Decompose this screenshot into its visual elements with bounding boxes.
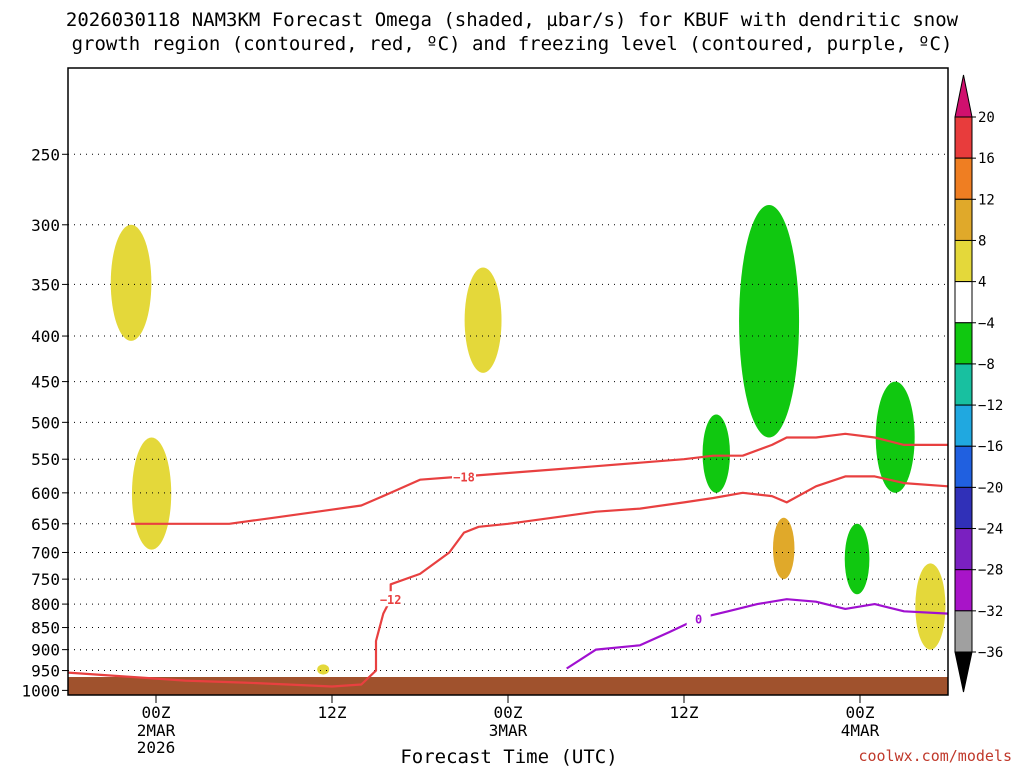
colorbar-label-5: 4: [978, 275, 986, 291]
x-tick-label-2: 12Z: [318, 703, 347, 722]
y-tick-label-250: 250: [31, 145, 60, 164]
colorbar-swatch-13: [954, 610, 973, 653]
contour-line-2: [67, 475, 949, 688]
y-tick-label-850: 850: [31, 619, 60, 638]
x-tick-label-4: 12Z: [670, 703, 699, 722]
y-tick-label-450: 450: [31, 373, 60, 392]
omega-region-6: [702, 414, 730, 493]
contour-label-3: 0: [695, 612, 702, 626]
colorbar-label-8: −12: [978, 398, 1003, 414]
omega-region-5: [739, 204, 800, 438]
colorbar-label-2: 16: [978, 151, 995, 167]
x-tick-label-3: 00Z: [494, 703, 523, 722]
contour-label-bg-1: [452, 468, 476, 484]
colorbar-label-10: −20: [978, 480, 1003, 496]
x-tick-label-1: 00Z: [142, 703, 171, 722]
chart-title-line2: growth region (contoured, red, ºC) and f…: [72, 33, 953, 55]
colorbar-label-3: 12: [978, 192, 995, 208]
omega-region-8: [875, 381, 915, 493]
chart-title-line1: 2026030118 NAM3KM Forecast Omega (shaded…: [66, 9, 959, 31]
y-tick-label-500: 500: [31, 413, 60, 432]
y-tick-label-750: 750: [31, 570, 60, 589]
terrain-ground: [68, 677, 948, 695]
colorbar-swatch-11: [954, 528, 973, 571]
contour-label-2: −12: [380, 593, 402, 607]
y-tick-label-550: 550: [31, 450, 60, 469]
colorbar-label-1: 20: [978, 110, 995, 126]
colorbar-swatch-10: [954, 486, 973, 530]
colorbar-label-6: −4: [978, 316, 995, 332]
x-tick-sublabel-1-2: 2026: [137, 738, 176, 757]
y-tick-label-350: 350: [31, 275, 60, 294]
omega-region-9: [772, 517, 795, 580]
contour-label-1: −18: [453, 470, 475, 484]
colorbar-label-11: −24: [978, 522, 1003, 538]
omega-region-7: [844, 523, 870, 595]
colorbar-label-4: 8: [978, 233, 986, 249]
omega-region-2: [131, 437, 172, 550]
omega-region-10: [915, 563, 946, 650]
colorbar: 20 16 12 8 4 −4 −8 −12 −16 −20 −24 −28 −32 −36: [954, 74, 1003, 693]
y-tick-label-800: 800: [31, 595, 60, 614]
omega-region-4: [464, 267, 502, 373]
colorbar-label-14: −36: [978, 645, 1003, 661]
colorbar-swatch-6: [954, 322, 973, 365]
colorbar-swatch-8: [954, 404, 973, 447]
colorbar-swatch-4: [954, 239, 973, 283]
contour-layer: −18 −12 0: [67, 432, 949, 688]
y-tick-label-600: 600: [31, 484, 60, 503]
x-axis-title: Forecast Time (UTC): [400, 746, 617, 768]
colorbar-swatch-7: [954, 363, 973, 406]
x-tick-label-5: 00Z: [846, 703, 875, 722]
y-tick-label-950: 950: [31, 662, 60, 681]
omega-region-1: [110, 224, 152, 341]
y-tick-label-650: 650: [31, 515, 60, 534]
y-tick-label-700: 700: [31, 543, 60, 562]
y-tick-label-900: 900: [31, 641, 60, 660]
y-tick-label-300: 300: [31, 216, 60, 235]
colorbar-swatch-2: [954, 157, 973, 200]
y-tick-label-1000: 1000: [21, 681, 60, 700]
x-tick-sublabel-3-1: 3MAR: [489, 721, 528, 740]
colorbar-label-12: −28: [978, 563, 1003, 579]
x-tick-sublabel-5-1: 4MAR: [841, 721, 880, 740]
contour-line-3: [566, 598, 949, 670]
x-tick-sublabel-1-1: 2MAR: [137, 721, 176, 740]
colorbar-label-7: −8: [978, 357, 995, 373]
colorbar-swatch-9: [954, 445, 973, 488]
contour-label-bg-3: [686, 610, 711, 626]
colorbar-swatch-12: [954, 569, 973, 612]
omega-shading-layer: [110, 204, 946, 675]
y-axis-ticks: 250 300 350 400 450 500 550 600 650 700 750 800 850 9…: [21, 145, 68, 700]
y-tick-label-400: 400: [31, 327, 60, 346]
omega-region-3: [317, 664, 330, 675]
colorbar-swatch-3: [954, 198, 973, 241]
contour-label-bg-2: [378, 591, 403, 607]
colorbar-label-13: −32: [978, 604, 1003, 620]
colorbar-label-9: −16: [978, 439, 1003, 455]
colorbar-top-arrow: [954, 74, 973, 118]
pressure-gridlines: [68, 153, 948, 691]
colorbar-swatch-5: [954, 281, 973, 324]
contour-line-1: [131, 432, 948, 525]
colorbar-swatch-1: [954, 116, 973, 159]
credit-text: coolwx.com/models: [858, 747, 1012, 765]
colorbar-bottom-arrow: [954, 651, 973, 693]
